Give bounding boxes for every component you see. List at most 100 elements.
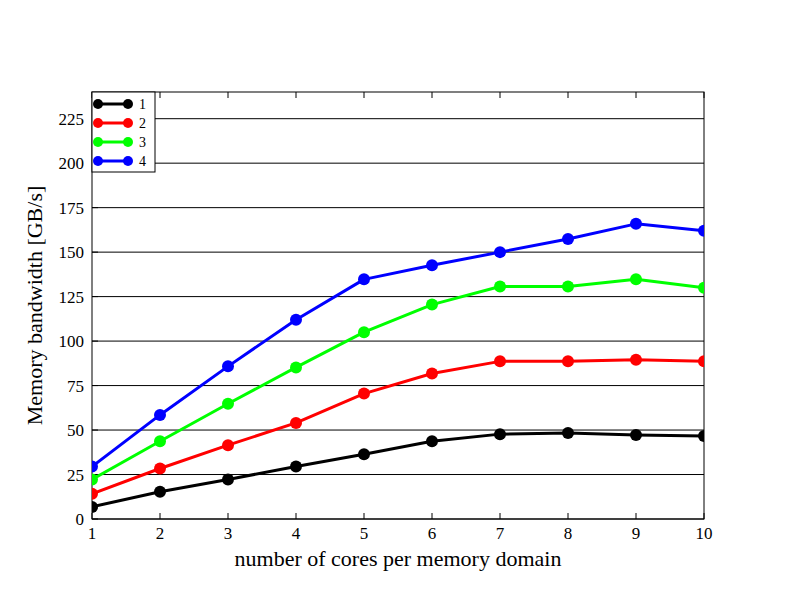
y-tick — [92, 385, 98, 386]
y-tick-label: 200 — [59, 154, 85, 173]
series-point — [630, 273, 642, 285]
legend-marker — [123, 99, 133, 109]
legend-box — [92, 92, 155, 172]
series-point — [494, 280, 506, 292]
series-point — [698, 225, 704, 237]
x-tick — [364, 513, 365, 519]
x-tick — [432, 92, 433, 98]
grid-line — [92, 341, 704, 342]
legend-label: 4 — [139, 154, 146, 169]
series-line — [92, 279, 704, 479]
plot-frame — [92, 92, 704, 519]
series-point — [698, 355, 704, 367]
series-point — [630, 429, 642, 441]
grid-line — [92, 252, 704, 253]
legend-marker — [123, 137, 133, 147]
legend-marker — [93, 118, 103, 128]
x-tick-label: 4 — [292, 524, 301, 543]
series-point — [426, 435, 438, 447]
x-tick-label: 9 — [632, 524, 641, 543]
series-point — [154, 486, 166, 498]
series-point — [290, 417, 302, 429]
y-tick — [92, 296, 98, 297]
y-tick-label: 225 — [59, 110, 85, 129]
x-tick — [568, 513, 569, 519]
series-point — [562, 233, 574, 245]
grid-line — [92, 118, 704, 119]
y-tick-label: 100 — [59, 332, 85, 351]
grid-line — [92, 163, 704, 164]
series-point — [562, 427, 574, 439]
x-tick — [296, 92, 297, 98]
x-axis-label: number of cores per memory domain — [235, 546, 562, 571]
legend-marker — [93, 137, 103, 147]
legend-marker — [123, 118, 133, 128]
legend-label: 1 — [139, 97, 146, 112]
x-tick — [228, 92, 229, 98]
series-group — [92, 218, 704, 513]
legend-label: 3 — [139, 135, 146, 150]
series-point — [154, 435, 166, 447]
series-line — [92, 224, 704, 467]
legend-marker — [123, 156, 133, 166]
x-tick-label: 7 — [496, 524, 505, 543]
plot-area — [92, 92, 704, 519]
grid-line — [92, 207, 704, 208]
series-point — [358, 448, 370, 460]
series-point — [92, 501, 98, 513]
series-point — [426, 259, 438, 271]
series-point — [358, 273, 370, 285]
series-point — [290, 461, 302, 473]
y-tick-label: 50 — [67, 421, 84, 440]
grid-line — [92, 474, 704, 475]
x-tick-label: 10 — [696, 524, 713, 543]
y-tick — [92, 207, 98, 208]
x-tick — [228, 513, 229, 519]
series-point — [92, 461, 98, 473]
series-point — [630, 218, 642, 230]
y-tick — [92, 252, 98, 253]
series-point — [562, 280, 574, 292]
grid-line — [92, 296, 704, 297]
x-tick — [500, 92, 501, 98]
x-tick — [160, 92, 161, 98]
x-tick — [364, 92, 365, 98]
x-tick — [568, 92, 569, 98]
series-point — [222, 360, 234, 372]
series-point — [222, 474, 234, 486]
x-tick — [160, 513, 161, 519]
x-tick-label: 1 — [88, 524, 97, 543]
y-tick-label: 150 — [59, 243, 85, 262]
x-tick-label: 6 — [428, 524, 437, 543]
x-tick-label: 2 — [156, 524, 165, 543]
x-tick-label: 8 — [564, 524, 573, 543]
x-tick — [636, 513, 637, 519]
series-point — [92, 488, 98, 500]
y-tick-label: 0 — [76, 510, 85, 529]
series-point — [426, 367, 438, 379]
grid-line — [92, 385, 704, 386]
series-point — [358, 326, 370, 338]
series-point — [494, 355, 506, 367]
series-line — [92, 433, 704, 507]
series-point — [290, 314, 302, 326]
series-point — [358, 388, 370, 400]
y-tick — [92, 430, 98, 431]
series-point — [92, 474, 98, 486]
y-axis-label: Memory bandwidth [GB/s] — [22, 186, 47, 426]
y-tick-label: 75 — [67, 377, 84, 396]
legend-marker — [93, 156, 103, 166]
series-point — [698, 282, 704, 294]
series-point — [290, 361, 302, 373]
x-tick — [432, 513, 433, 519]
y-tick-label: 175 — [59, 199, 85, 218]
y-tick-label: 25 — [67, 466, 84, 485]
x-tick — [500, 513, 501, 519]
x-tick — [636, 92, 637, 98]
series-point — [494, 246, 506, 258]
x-tick-label: 5 — [360, 524, 369, 543]
series-point — [698, 430, 704, 442]
series-point — [222, 398, 234, 410]
series-point — [630, 354, 642, 366]
legend-marker — [93, 99, 103, 109]
